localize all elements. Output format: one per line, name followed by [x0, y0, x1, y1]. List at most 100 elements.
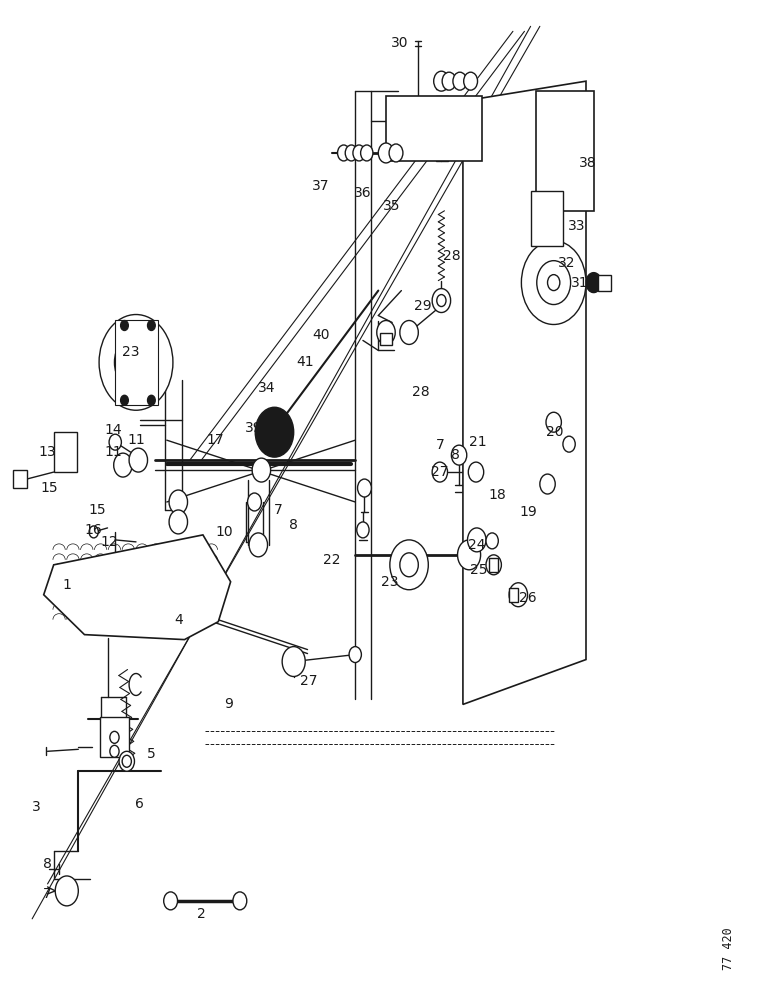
Text: 5: 5 — [147, 747, 156, 761]
Bar — [115, 320, 157, 405]
Circle shape — [256, 407, 293, 457]
Text: 36: 36 — [354, 186, 372, 200]
Circle shape — [563, 436, 575, 452]
Circle shape — [434, 71, 449, 91]
Text: 27: 27 — [300, 674, 318, 688]
Text: 7: 7 — [43, 887, 52, 901]
Circle shape — [349, 647, 361, 663]
Bar — [509, 588, 518, 602]
Circle shape — [537, 261, 571, 305]
Text: 77 420: 77 420 — [722, 927, 735, 970]
Text: 9: 9 — [224, 697, 232, 711]
Text: 8: 8 — [290, 518, 298, 532]
Circle shape — [486, 555, 501, 575]
Circle shape — [453, 72, 467, 90]
Circle shape — [99, 315, 173, 410]
Circle shape — [353, 145, 365, 161]
Circle shape — [452, 445, 467, 465]
Circle shape — [486, 533, 498, 549]
Circle shape — [432, 462, 448, 482]
Circle shape — [458, 540, 481, 570]
Text: 15: 15 — [40, 481, 58, 495]
Circle shape — [233, 892, 247, 910]
Circle shape — [437, 295, 446, 307]
Circle shape — [432, 289, 451, 313]
Text: 28: 28 — [442, 249, 460, 263]
Circle shape — [389, 144, 403, 162]
Circle shape — [547, 275, 560, 291]
Text: 11: 11 — [127, 433, 145, 447]
Text: 35: 35 — [384, 199, 401, 213]
Circle shape — [345, 145, 357, 161]
Circle shape — [110, 745, 119, 757]
Text: 6: 6 — [135, 797, 144, 811]
Circle shape — [468, 528, 486, 552]
Text: 10: 10 — [215, 525, 233, 539]
Text: 22: 22 — [323, 553, 341, 567]
Text: 7: 7 — [435, 438, 444, 452]
Text: 16: 16 — [85, 523, 103, 537]
Circle shape — [400, 553, 418, 577]
Bar — [530, 191, 563, 246]
Polygon shape — [44, 535, 231, 640]
Text: 26: 26 — [520, 591, 537, 605]
Text: 29: 29 — [414, 299, 432, 313]
Text: 27: 27 — [431, 465, 449, 479]
Text: 12: 12 — [100, 535, 118, 549]
Bar — [100, 717, 129, 757]
Text: 40: 40 — [312, 328, 330, 342]
Text: 25: 25 — [469, 563, 487, 577]
Text: 4: 4 — [174, 613, 183, 627]
Circle shape — [113, 453, 132, 477]
Text: 24: 24 — [468, 538, 486, 552]
Circle shape — [109, 434, 121, 450]
Text: 11: 11 — [104, 445, 122, 459]
Bar — [380, 333, 392, 345]
Circle shape — [56, 876, 78, 906]
Text: 17: 17 — [206, 433, 224, 447]
Circle shape — [249, 533, 268, 557]
Circle shape — [509, 583, 527, 607]
Circle shape — [464, 72, 478, 90]
Text: 3: 3 — [32, 800, 40, 814]
Text: 1: 1 — [63, 578, 71, 592]
Text: 23: 23 — [122, 345, 140, 359]
Bar — [598, 275, 611, 291]
Circle shape — [110, 731, 119, 743]
Text: 8: 8 — [451, 448, 459, 462]
Text: 8: 8 — [43, 857, 52, 871]
Text: 37: 37 — [312, 179, 330, 193]
Text: 18: 18 — [489, 488, 506, 502]
Text: 34: 34 — [258, 381, 276, 395]
Circle shape — [282, 647, 305, 677]
Circle shape — [147, 320, 155, 330]
Text: 15: 15 — [89, 503, 107, 517]
Text: 20: 20 — [547, 425, 564, 439]
Circle shape — [122, 755, 131, 767]
Circle shape — [169, 490, 188, 514]
Text: 19: 19 — [520, 505, 537, 519]
Circle shape — [248, 493, 262, 511]
Circle shape — [119, 751, 134, 771]
Circle shape — [120, 320, 128, 330]
Polygon shape — [463, 81, 586, 704]
Circle shape — [147, 395, 155, 405]
Circle shape — [469, 462, 484, 482]
Circle shape — [357, 522, 369, 538]
Text: 38: 38 — [579, 156, 596, 170]
Circle shape — [114, 334, 157, 390]
Circle shape — [586, 273, 601, 293]
Circle shape — [361, 145, 373, 161]
Text: 41: 41 — [296, 355, 314, 369]
Circle shape — [521, 241, 586, 324]
Bar — [54, 432, 76, 472]
Circle shape — [164, 892, 178, 910]
Circle shape — [546, 412, 561, 432]
Bar — [489, 558, 498, 572]
Text: 31: 31 — [571, 276, 589, 290]
Circle shape — [377, 320, 395, 344]
Circle shape — [442, 72, 456, 90]
Circle shape — [252, 458, 271, 482]
Text: 23: 23 — [381, 575, 398, 589]
Text: 32: 32 — [558, 256, 575, 270]
